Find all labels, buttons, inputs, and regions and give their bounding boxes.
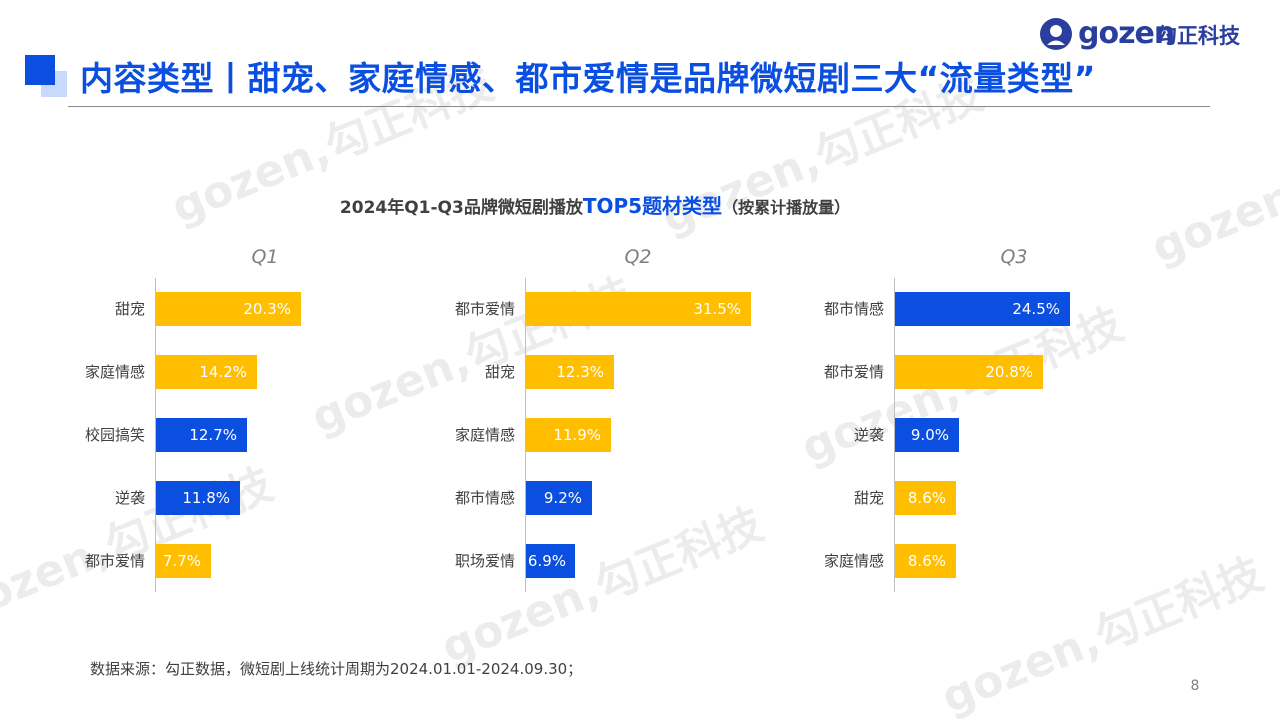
bar-value-label: 12.3% [556, 363, 604, 381]
bar [156, 355, 257, 389]
category-label: 都市爱情 [454, 300, 515, 318]
watermark: gozen,勾正科技 [434, 498, 771, 674]
page-number: 8 [1190, 678, 1200, 694]
category-label: 都市爱情 [84, 552, 145, 570]
category-label: 职场爱情 [454, 552, 515, 570]
bar-value-label: 12.7% [189, 426, 237, 444]
page-title: 内容类型丨甜宠、家庭情感、都市爱情是品牌微短剧三大“流量类型” [80, 59, 1096, 98]
bar [895, 544, 956, 578]
category-label: 甜宠 [114, 300, 145, 318]
bar-value-label: 9.0% [910, 426, 949, 444]
bar [156, 418, 247, 452]
watermark: gozen,勾正科技 [0, 458, 281, 634]
bar [526, 418, 611, 452]
bar [156, 544, 211, 578]
category-label: 家庭情感 [84, 363, 145, 381]
title-divider [68, 106, 1210, 107]
bar-value-label: 6.9% [527, 552, 566, 570]
category-label: 逆袭 [114, 489, 145, 507]
bar [526, 292, 751, 326]
category-label: 都市爱情 [823, 363, 884, 381]
chart-title-highlight: TOP5题材类型 [582, 194, 723, 218]
category-label: 家庭情感 [823, 552, 884, 570]
category-label: 都市情感 [454, 489, 515, 507]
bar-value-label: 14.2% [199, 363, 247, 381]
category-label: 逆袭 [853, 426, 884, 444]
bar [526, 544, 575, 578]
bar [895, 481, 956, 515]
watermark: gozen,勾正科技 [1144, 98, 1280, 274]
category-label: 都市情感 [823, 300, 884, 318]
category-axis [894, 278, 895, 592]
panel-title-q2: Q2 [624, 246, 652, 268]
bar [526, 481, 592, 515]
category-label: 家庭情感 [454, 426, 515, 444]
title-decoration [25, 55, 67, 97]
logo-icon [1040, 18, 1072, 50]
bar-value-label: 8.6% [907, 552, 946, 570]
category-label: 校园搞笑 [84, 426, 145, 444]
panel-title-q1: Q1 [251, 246, 279, 268]
bar [526, 355, 614, 389]
bar-value-label: 9.2% [543, 489, 582, 507]
bar-value-label: 8.6% [907, 489, 946, 507]
bar [895, 355, 1043, 389]
bar [895, 292, 1070, 326]
logo-wordmark: gozen [1078, 16, 1175, 51]
category-label: 甜宠 [484, 363, 515, 381]
bar-value-label: 7.7% [162, 552, 201, 570]
bar-value-label: 11.8% [182, 489, 230, 507]
category-axis [525, 278, 526, 592]
bar-value-label: 20.3% [243, 300, 291, 318]
panel-title-q3: Q3 [1000, 246, 1028, 268]
chart-title: 2024年Q1-Q3品牌微短剧播放TOP5题材类型（按累计播放量） [0, 190, 1190, 219]
watermark: gozen,勾正科技 [934, 548, 1271, 724]
chart-title-note: （按累计播放量） [722, 198, 851, 217]
bar-value-label: 20.8% [985, 363, 1033, 381]
category-axis [155, 278, 156, 592]
logo-chinese-name: 勾正科技 [1156, 24, 1240, 48]
bar [156, 481, 240, 515]
bar [895, 418, 959, 452]
chart-title-prefix: 2024年Q1-Q3品牌微短剧播放 [339, 198, 583, 218]
bar [156, 292, 301, 326]
bar-value-label: 31.5% [693, 300, 741, 318]
bar-value-label: 24.5% [1012, 300, 1060, 318]
source-note: 数据来源：勾正数据，微短剧上线统计周期为2024.01.01-2024.09.3… [90, 660, 583, 678]
bar-value-label: 11.9% [553, 426, 601, 444]
category-label: 甜宠 [853, 489, 884, 507]
